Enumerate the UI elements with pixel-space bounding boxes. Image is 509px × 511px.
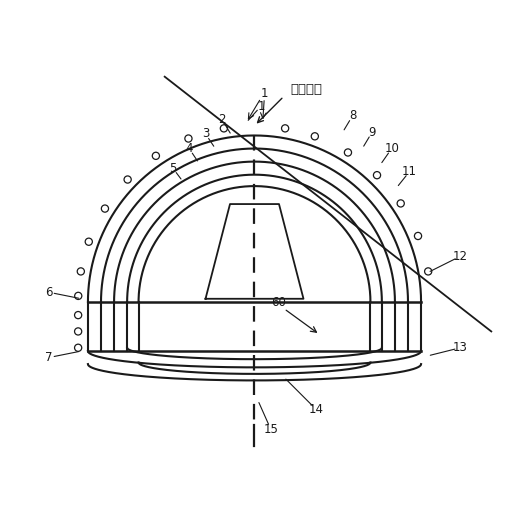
Text: 11: 11 [402, 165, 417, 178]
Text: 14: 14 [309, 403, 324, 416]
Text: 9: 9 [369, 126, 376, 138]
Text: 13: 13 [453, 341, 468, 354]
Text: 12: 12 [453, 250, 468, 263]
Text: 隧道中线: 隧道中线 [291, 83, 322, 96]
Text: 7: 7 [45, 351, 52, 364]
Text: 15: 15 [263, 423, 278, 436]
Text: 8: 8 [349, 109, 356, 122]
Text: 2: 2 [218, 112, 225, 126]
Text: 10: 10 [384, 142, 399, 155]
Text: 6: 6 [45, 286, 52, 299]
Text: 4: 4 [185, 142, 193, 155]
Text: 60: 60 [271, 295, 286, 309]
Text: 1: 1 [257, 100, 265, 112]
Text: 3: 3 [202, 127, 209, 141]
Text: 5: 5 [169, 161, 177, 175]
Text: 1: 1 [261, 86, 268, 100]
